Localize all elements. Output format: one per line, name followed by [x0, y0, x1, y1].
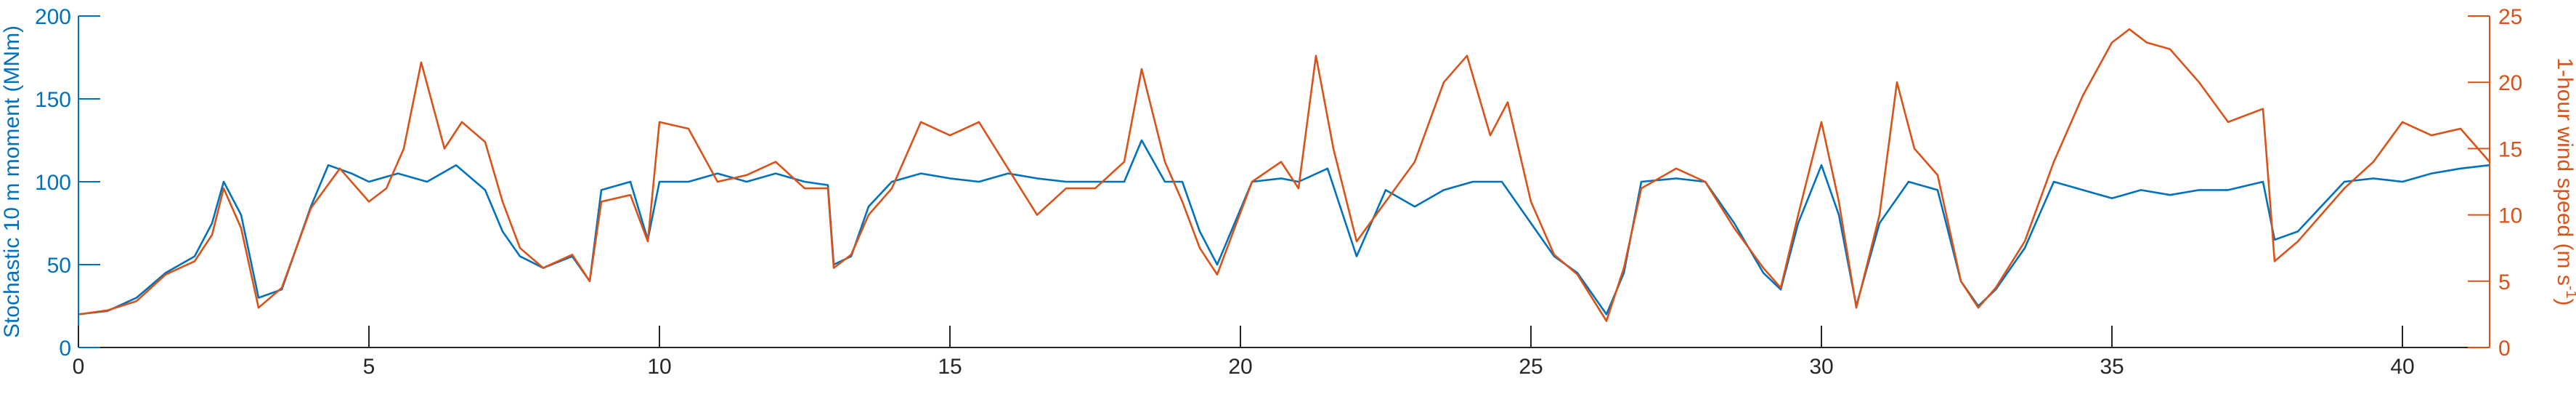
- x-tick-label: 20: [1228, 355, 1252, 379]
- x-tick-label: 25: [1519, 355, 1543, 379]
- x-tick-label: 30: [1809, 355, 1833, 379]
- y-left-tick-label: 0: [59, 337, 71, 361]
- y-left-tick-label: 50: [47, 254, 71, 278]
- x-tick-label: 40: [2390, 355, 2414, 379]
- y-left-tick-label: 100: [35, 171, 71, 195]
- y-right-tick-label: 20: [2498, 71, 2522, 95]
- x-tick-label: 10: [647, 355, 671, 379]
- x-tick-label: 0: [73, 355, 85, 379]
- axes-layer: 0 5 10 15 20 25 30 35 40 0 50 100 150 200 0 5 10 15 20 25: [35, 5, 2522, 379]
- y-right-tick-label: 10: [2498, 204, 2522, 228]
- y-right-tick-label: 5: [2498, 270, 2511, 294]
- y-right-tick-label: 15: [2498, 137, 2522, 161]
- y-right-tick-label: 25: [2498, 5, 2522, 29]
- x-tick-label: 5: [363, 355, 375, 379]
- y-left-tick-label: 200: [35, 5, 71, 29]
- y-right-tick-label: 0: [2498, 337, 2511, 361]
- x-tick-label: 35: [2100, 355, 2124, 379]
- y-right-axis-label: 1-hour wind speed (m s-1): [2553, 57, 2576, 305]
- y-left-axis-label: Stochastic 10 m moment (MNm): [0, 25, 24, 338]
- series-line-moment: [78, 139, 2490, 315]
- series-line-wind-speed: [78, 28, 2490, 322]
- y-left-tick-label: 150: [35, 88, 71, 112]
- x-tick-label: 15: [938, 355, 962, 379]
- series-layer: [78, 28, 2490, 322]
